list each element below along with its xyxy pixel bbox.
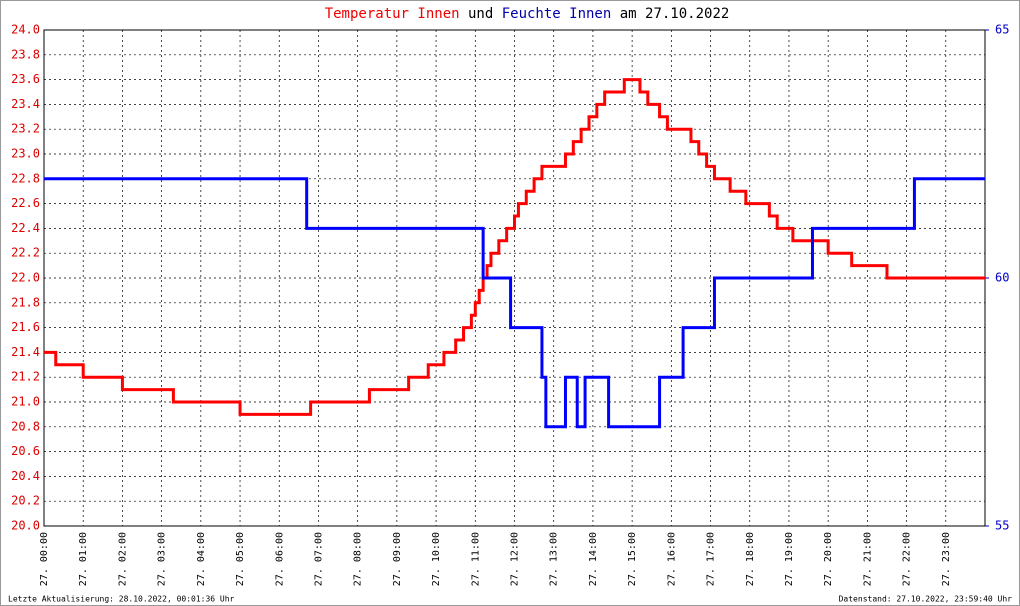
title-series-2: Feuchte Innen — [502, 6, 612, 22]
y2-tick-label: 65 — [995, 23, 1009, 37]
y-tick-label: 22.6 — [11, 196, 40, 210]
x-tick-label: 27. 20:00 — [823, 532, 834, 586]
x-tick-label: 27. 22:00 — [902, 532, 913, 586]
x-tick-label: 27. 16:00 — [666, 532, 677, 586]
y-tick-label: 20.6 — [11, 444, 40, 458]
chart-title: Temperatur Innen und Feuchte Innen am 27… — [325, 6, 730, 22]
y-tick-label: 20.8 — [11, 419, 40, 433]
y-tick-label: 20.4 — [11, 469, 40, 483]
title-suffix: am 27.10.2022 — [620, 6, 730, 22]
y-tick-label: 22.0 — [11, 271, 40, 285]
y-tick-label: 23.6 — [11, 72, 40, 86]
y-tick-label: 23.0 — [11, 147, 40, 161]
y-tick-label: 23.2 — [11, 122, 40, 136]
x-tick-label: 27. 12:00 — [510, 532, 521, 586]
x-tick-label: 27. 21:00 — [862, 532, 873, 586]
x-tick-label: 27. 04:00 — [196, 532, 207, 586]
x-tick-label: 27. 19:00 — [784, 532, 795, 586]
x-tick-label: 27. 15:00 — [627, 532, 638, 586]
x-tick-label: 27. 08:00 — [353, 532, 364, 586]
series-line — [44, 78, 985, 416]
y-tick-label: 23.4 — [11, 97, 40, 111]
y-tick-label: 22.8 — [11, 171, 40, 185]
x-tick-label: 27. 05:00 — [235, 532, 246, 586]
y-tick-label: 20.0 — [11, 519, 40, 533]
y-tick-label: 21.6 — [11, 320, 40, 334]
x-tick-label: 27. 01:00 — [78, 532, 89, 586]
y-tick-label: 21.2 — [11, 370, 40, 384]
y-tick-label: 22.2 — [11, 246, 40, 260]
series-line — [44, 177, 985, 429]
x-tick-label: 27. 23:00 — [941, 532, 952, 586]
title-connector: und — [468, 6, 493, 22]
footer-right: Datenstand: 27.10.2022, 23:59:40 Uhr — [839, 595, 1013, 604]
y2-tick-label: 60 — [995, 271, 1009, 285]
x-tick-label: 27. 13:00 — [549, 532, 560, 586]
y-tick-label: 21.0 — [11, 395, 40, 409]
title-series-1: Temperatur Innen — [325, 6, 460, 22]
x-tick-label: 27. 07:00 — [313, 532, 324, 586]
x-tick-label: 27. 02:00 — [117, 532, 128, 586]
footer-left: Letzte Aktualisierung: 28.10.2022, 00:01… — [8, 595, 235, 604]
x-tick-label: 27. 17:00 — [706, 532, 717, 586]
y-tick-label: 23.8 — [11, 47, 40, 61]
x-tick-label: 27. 14:00 — [588, 532, 599, 586]
x-tick-label: 27. 10:00 — [431, 532, 442, 586]
y-tick-label: 21.4 — [11, 345, 40, 359]
y-tick-label: 20.2 — [11, 494, 40, 508]
x-tick-label: 27. 11:00 — [470, 532, 481, 586]
x-tick-label: 27. 18:00 — [745, 532, 756, 586]
y2-tick-label: 55 — [995, 519, 1009, 533]
x-tick-label: 27. 09:00 — [392, 532, 403, 586]
x-tick-label: 27. 00:00 — [39, 532, 50, 586]
y-tick-label: 24.0 — [11, 23, 40, 37]
y-tick-label: 22.4 — [11, 221, 40, 235]
x-tick-label: 27. 06:00 — [274, 532, 285, 586]
y-tick-label: 21.8 — [11, 295, 40, 309]
x-tick-label: 27. 03:00 — [157, 532, 168, 586]
